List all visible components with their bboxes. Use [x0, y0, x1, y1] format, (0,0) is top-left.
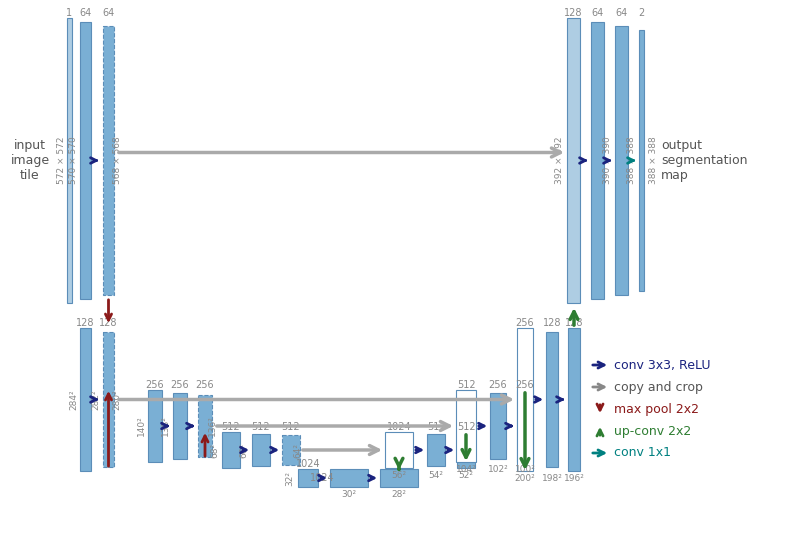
Text: 512: 512: [222, 422, 240, 432]
Text: 390 × 390: 390 × 390: [602, 136, 611, 184]
Bar: [330, 469, 368, 487]
Text: 104²: 104²: [456, 465, 476, 474]
Text: 388 × 388: 388 × 388: [626, 136, 635, 184]
Bar: [380, 469, 418, 487]
Text: 128: 128: [76, 318, 94, 328]
Text: 128: 128: [99, 318, 118, 328]
Text: 1024: 1024: [386, 422, 411, 432]
Text: 280²: 280²: [113, 389, 122, 410]
Text: 572 × 572: 572 × 572: [58, 137, 66, 184]
Bar: [252, 434, 270, 466]
Bar: [456, 390, 476, 462]
Bar: [457, 432, 475, 468]
Bar: [282, 435, 300, 465]
Text: 52²: 52²: [458, 471, 474, 480]
Text: 570 × 570: 570 × 570: [70, 136, 78, 184]
Text: output
segmentation
map: output segmentation map: [661, 139, 747, 182]
Text: max pool 2x2: max pool 2x2: [614, 403, 699, 416]
Text: up-conv 2x2: up-conv 2x2: [614, 425, 691, 438]
Text: input
image
tile: input image tile: [10, 139, 50, 182]
Bar: [198, 395, 212, 457]
Bar: [427, 434, 445, 466]
Bar: [67, 18, 72, 303]
Bar: [222, 432, 240, 468]
Text: 512: 512: [457, 422, 475, 432]
Text: copy and crop: copy and crop: [614, 381, 703, 393]
Text: 128: 128: [542, 318, 562, 328]
Text: 388 × 388: 388 × 388: [649, 136, 658, 184]
Text: 2: 2: [638, 8, 645, 18]
Bar: [639, 30, 644, 291]
Text: 256: 256: [516, 380, 534, 390]
Text: 136²: 136²: [207, 416, 217, 437]
Bar: [568, 328, 580, 471]
Text: 512: 512: [426, 422, 446, 432]
Text: 198²: 198²: [542, 474, 562, 483]
Text: 282²: 282²: [91, 389, 101, 410]
Text: 138²: 138²: [161, 416, 170, 437]
Text: 196²: 196²: [563, 474, 585, 483]
Text: 256: 256: [170, 380, 190, 390]
Text: 28²: 28²: [391, 490, 406, 499]
Bar: [615, 26, 628, 295]
Text: 102²: 102²: [488, 465, 508, 474]
Text: 128: 128: [565, 318, 583, 328]
Text: 64: 64: [591, 8, 604, 18]
Text: 1024: 1024: [296, 459, 320, 469]
Text: 66²: 66²: [239, 443, 249, 458]
Bar: [385, 432, 413, 468]
Bar: [591, 22, 604, 299]
Text: 64²: 64²: [294, 443, 302, 458]
Text: 200²: 200²: [514, 474, 535, 483]
Text: 256: 256: [196, 380, 214, 390]
Text: 64: 64: [79, 8, 92, 18]
Text: 256: 256: [516, 318, 534, 328]
Bar: [103, 332, 114, 467]
Bar: [546, 332, 558, 467]
Bar: [80, 328, 91, 471]
Bar: [80, 22, 91, 299]
Text: 32²: 32²: [286, 471, 294, 486]
Text: 512: 512: [457, 380, 475, 390]
Text: 512: 512: [282, 422, 300, 432]
Text: 128: 128: [564, 8, 582, 18]
Text: 256: 256: [489, 380, 507, 390]
Bar: [490, 393, 506, 459]
Text: 68²: 68²: [210, 443, 219, 458]
Text: 512: 512: [252, 422, 270, 432]
Text: conv 1x1: conv 1x1: [614, 446, 671, 460]
Text: 100²: 100²: [514, 465, 535, 474]
Text: 56²: 56²: [391, 471, 406, 480]
Bar: [298, 469, 318, 487]
Text: 64: 64: [102, 8, 114, 18]
Bar: [567, 18, 580, 303]
Text: 284²: 284²: [70, 389, 78, 410]
Text: 64: 64: [615, 8, 628, 18]
Text: 140²: 140²: [137, 416, 146, 437]
Text: 54²: 54²: [429, 471, 443, 480]
Text: 1: 1: [66, 8, 73, 18]
Text: 392 × 392: 392 × 392: [555, 137, 565, 184]
Text: conv 3x3, ReLU: conv 3x3, ReLU: [614, 358, 710, 371]
Text: 1024: 1024: [310, 473, 334, 483]
Bar: [148, 390, 162, 462]
Text: 30²: 30²: [342, 490, 357, 499]
Bar: [517, 328, 533, 471]
Bar: [517, 390, 533, 462]
Bar: [173, 393, 187, 459]
Text: 256: 256: [146, 380, 164, 390]
Bar: [103, 26, 114, 295]
Text: 568 × 568: 568 × 568: [113, 136, 122, 184]
